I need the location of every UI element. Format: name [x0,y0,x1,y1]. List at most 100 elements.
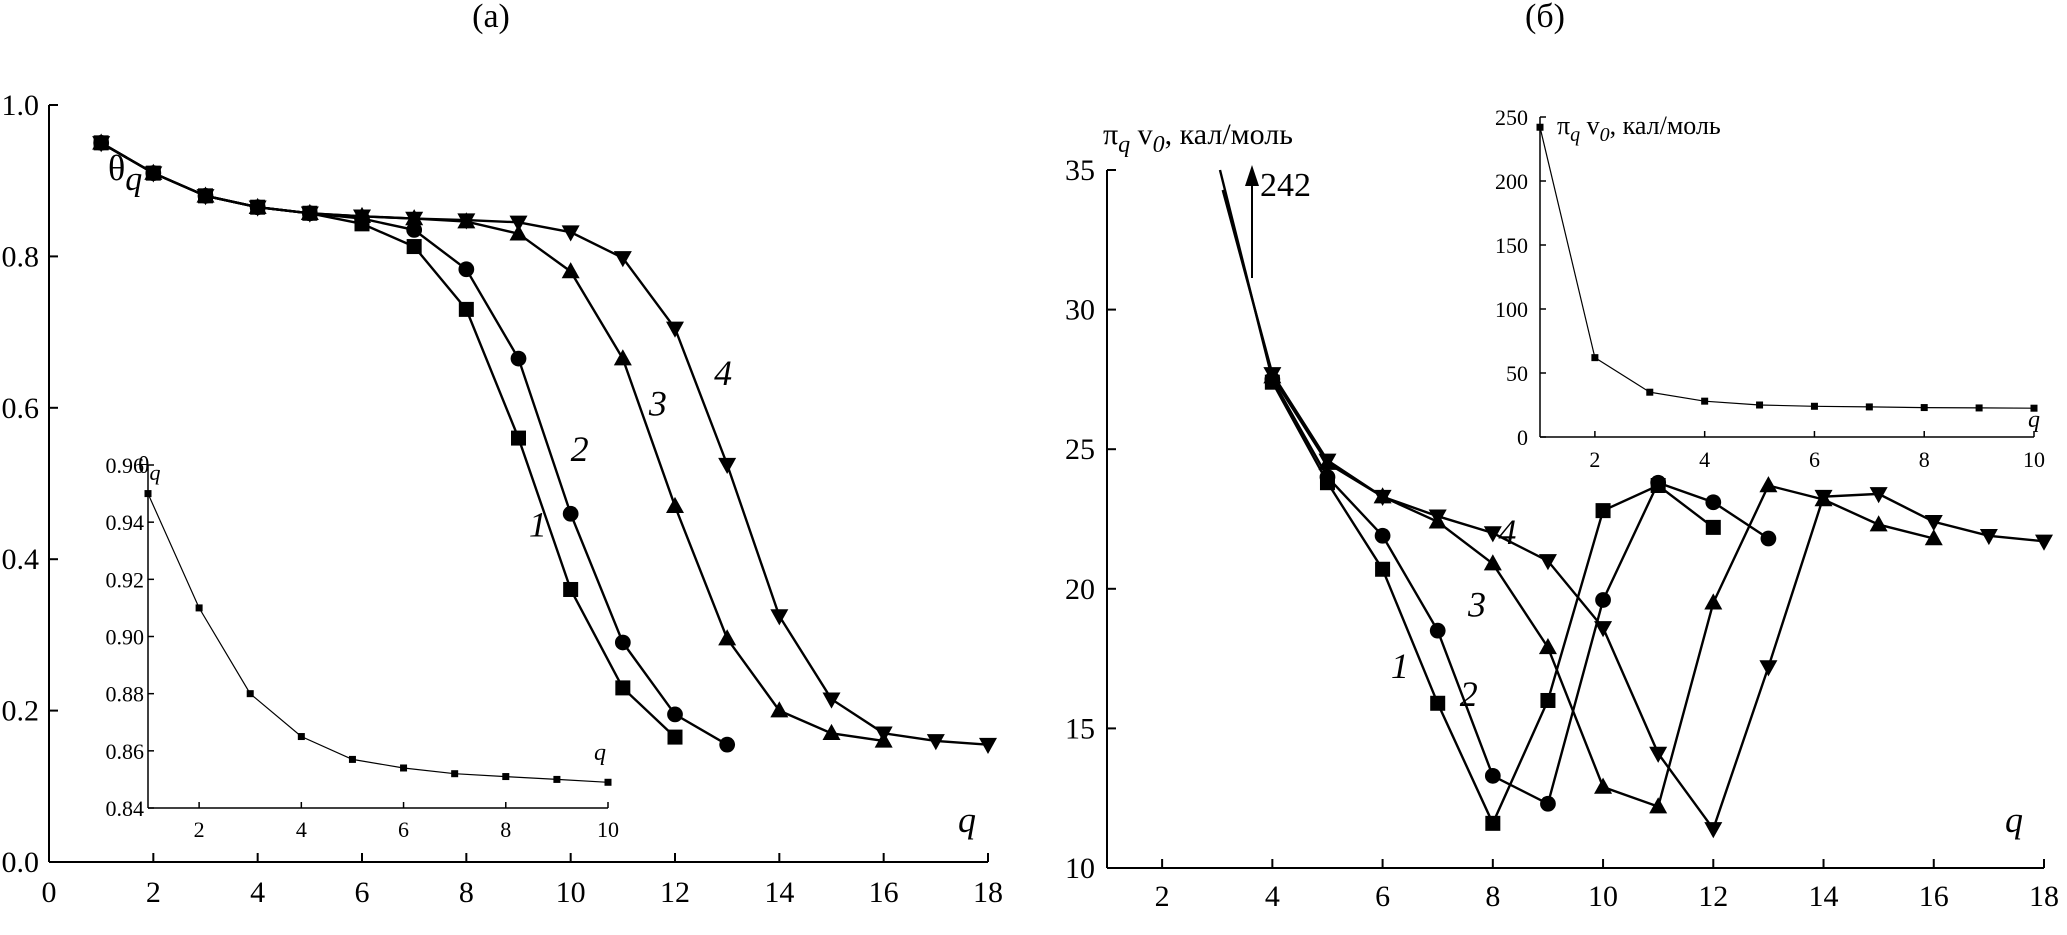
data-point-triangle-down [1318,453,1337,470]
data-point-circle [1595,592,1611,608]
data-point-triangle-up [1924,529,1943,546]
panel-b: (б) πq v0, кал/моль q 242 2 4 6 8 10 12 14 16 18… [1065,0,2059,913]
x-tick-label: 0 [42,876,57,909]
data-point-small-square [1646,388,1654,396]
data-point-triangle-down [926,734,945,751]
data-point-triangle-up [1538,638,1557,655]
data-point-small-square [1536,123,1544,131]
panel-a-inset: θq q 2 4 6 8 10 0.84 0.86 0.88 0.90 0.92 0.94 0.96 [106,453,620,842]
data-point-square [1430,695,1446,711]
series-line [1271,381,1715,827]
data-point-circle [1429,622,1446,639]
data-point-circle [719,736,736,753]
x-tick-label: 10 [1588,880,1618,913]
x-tick-label: 14 [764,876,794,909]
series-inset [144,490,612,786]
data-point-triangle-down [1483,526,1502,543]
series-1 [1264,374,1721,831]
y-tick-label: 0.4 [2,543,40,576]
data-point-triangle-down [248,200,267,217]
data-point-small-square [1756,401,1764,409]
panel-b-inset-series [1536,123,2038,412]
data-point-square [1375,561,1391,577]
data-point-small-square [400,764,408,772]
panel-a: (а) θq q 0 2 4 6 8 10 12 14 16 180.00.20.40.60.81… [2,0,1004,909]
x-tick-label: 6 [355,876,370,909]
data-point-square [1705,519,1721,535]
data-point-triangle-down [92,136,111,153]
data-point-circle [1319,469,1336,485]
data-point-triangle-up [770,701,789,718]
data-point-small-square [502,773,510,781]
data-point-small-square [553,775,561,783]
data-point-triangle-down [1649,746,1668,763]
data-point-triangle-down [1538,554,1557,571]
y-tick-label: 0 [1517,425,1528,450]
data-point-triangle-down [144,166,163,183]
y-tick-label: 25 [1065,433,1095,466]
panel-a-curve-labels: 12 3 4 [529,353,732,544]
data-point-triangle-down [1373,489,1392,507]
arrow-label: 242 [1260,167,1311,204]
data-point-small-square [297,733,305,741]
panel-b-ylabel: πq v0, кал/моль [1103,118,1293,158]
series-line [100,141,884,743]
data-point-triangle-down [1594,621,1613,638]
y-tick-label: 35 [1065,154,1095,187]
x-tick-label: 16 [869,876,899,909]
data-point-triangle-down [1869,487,1888,504]
y-tick-label: 15 [1065,712,1095,745]
data-point-triangle-down [2035,534,2053,551]
x-tick-label: 4 [250,876,265,909]
data-point-square [667,729,683,745]
data-point-triangle-down [979,737,997,755]
curve-label: 3 [1467,585,1486,625]
data-point-triangle-up [666,496,684,513]
data-point-triangle-up [1869,515,1888,532]
data-point-triangle-up [1704,593,1723,610]
data-point-small-square [2030,404,2038,412]
series-4 [1263,367,2053,839]
data-point-triangle-up [561,262,580,279]
data-point-square [406,239,422,255]
data-point-triangle-up [1649,797,1668,814]
panel-b-xlabel: q [2005,800,2023,840]
data-point-triangle-up [509,224,528,241]
data-point-circle [1374,527,1391,544]
x-tick-label: 14 [1809,880,1839,913]
series-3 [92,133,893,748]
y-tick-label: 30 [1065,294,1095,327]
series-line [1539,127,2035,409]
series-4 [92,136,997,755]
data-point-small-square [1810,402,1818,410]
panel-a-inset-series [144,490,612,786]
data-point-triangle-down [1814,489,1833,507]
data-point-circle [1760,530,1777,547]
x-tick-label: 2 [146,876,161,909]
x-tick-label: 4 [296,817,307,842]
series-2 [1264,371,1777,812]
x-tick-label: 4 [1699,447,1710,472]
arrow-242: 242 [1245,165,1311,278]
data-point-circle [510,350,527,367]
y-tick-label: 0.6 [2,392,40,425]
data-point-circle [1540,795,1556,812]
y-tick-label: 0.8 [2,240,40,273]
curve-label: 3 [648,383,667,423]
y-tick-label: 20 [1065,573,1095,606]
data-point-triangle-down [822,692,841,709]
data-point-small-square [144,490,152,498]
series-1 [93,135,683,745]
data-point-small-square [1920,404,1928,412]
data-point-triangle-down [1759,660,1778,677]
curve-label: 1 [1391,646,1409,686]
y-tick-label: 0.92 [106,567,145,592]
y-tick-label: 10 [1065,852,1095,885]
panel-a-xlabel: q [958,800,976,840]
data-point-square [1485,815,1501,831]
data-point-square [458,301,474,317]
data-point-small-square [348,755,356,763]
y-tick-label: 150 [1495,233,1528,258]
